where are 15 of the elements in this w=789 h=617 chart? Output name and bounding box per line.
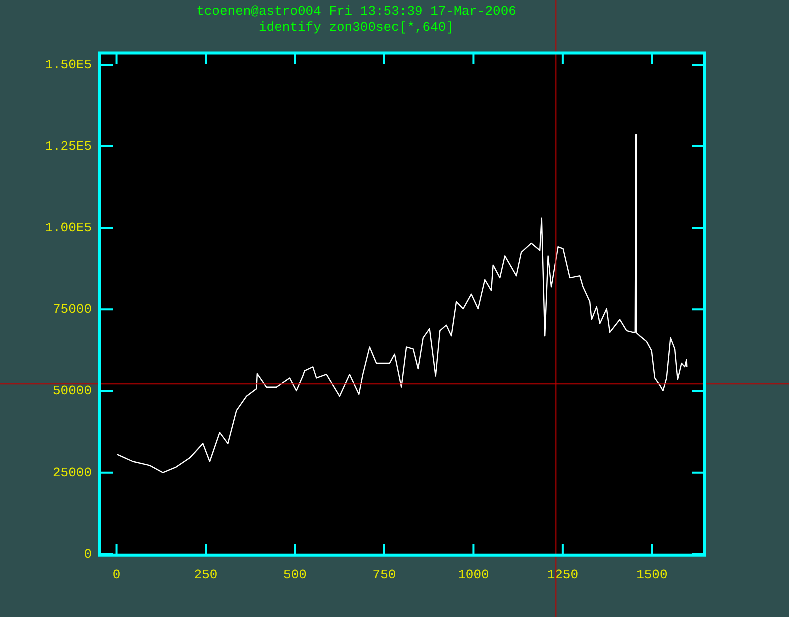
x-tick-label: 250 [194,568,218,583]
chart-title: tcoenen@astro004 Fri 13:53:39 17-Mar-2006 [196,4,516,20]
y-tick-label: 1.25E5 [45,138,92,154]
x-tick-label: 500 [284,568,307,583]
x-tick-label: 1000 [458,568,490,583]
chart-subtitle: identify zon300sec[*,640] [258,20,454,35]
y-tick-label: 0 [84,546,92,562]
y-tick-label: 1.00E5 [45,220,92,236]
y-tick-label: 50000 [52,384,92,399]
y-tick-label: 25000 [52,465,92,480]
x-tick-label: 750 [372,568,396,583]
y-tick-label: 1.50E5 [45,57,92,72]
x-tick-label: 1500 [636,568,668,583]
y-tick-label: 75000 [52,302,92,318]
x-tick-label: 0 [112,568,121,583]
